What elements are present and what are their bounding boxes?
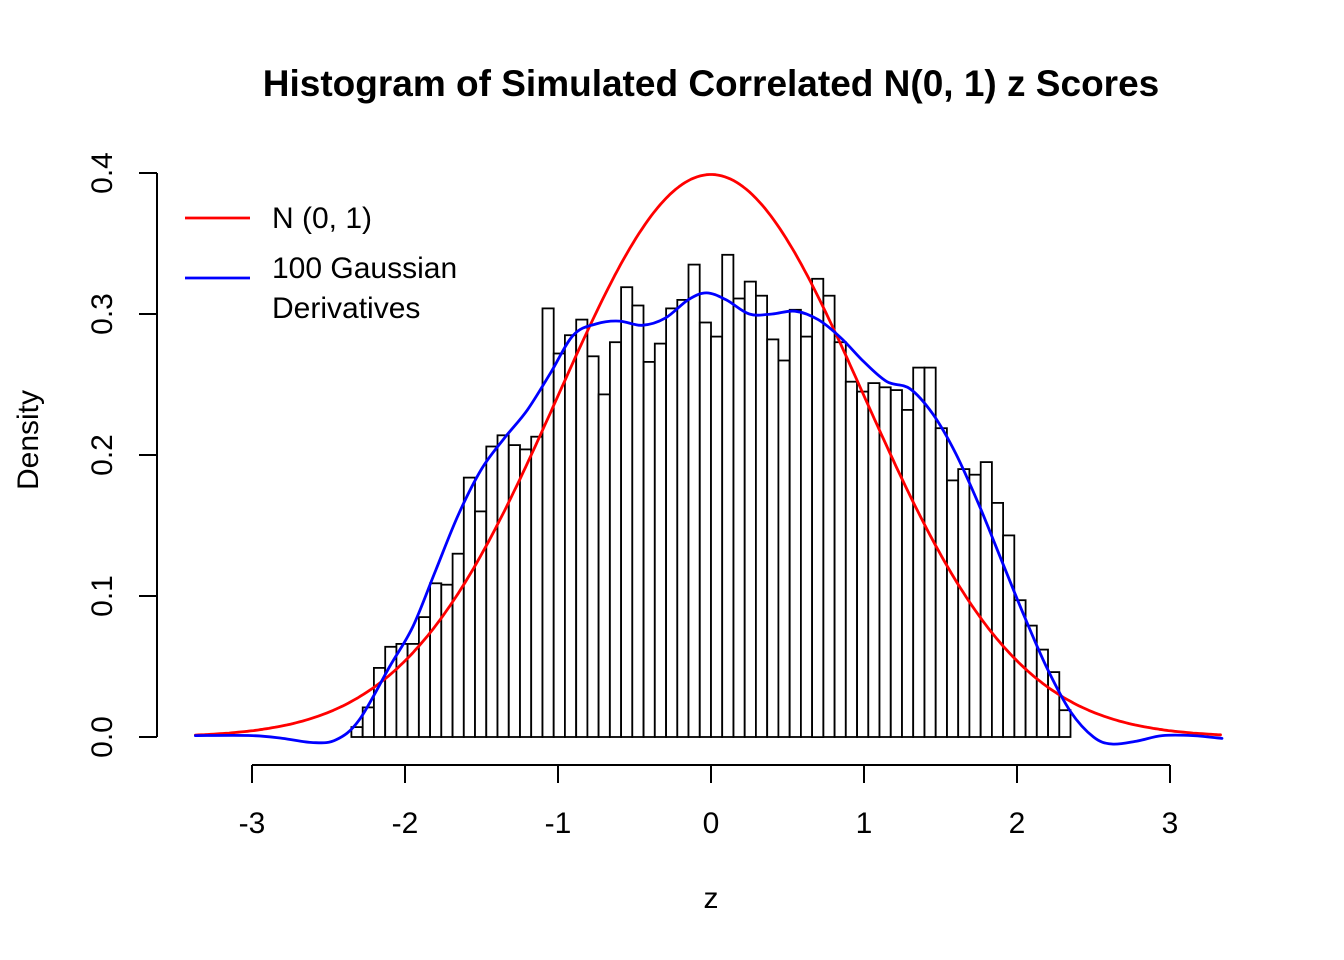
legend: N (0, 1) 100 Gaussian Derivatives [185,202,457,325]
histogram-bar [665,307,679,738]
legend-entry-label: N (0, 1) [272,202,372,235]
histogram-bar [653,342,667,738]
axes [139,172,1171,783]
x-axis-label: z [704,882,719,915]
y-tick-label: 0.1 [86,575,119,617]
x-tick-label: 3 [1162,807,1179,840]
histogram-bar [1058,709,1072,738]
histogram-bar [1047,671,1061,738]
histogram-bar [1035,648,1049,738]
histogram-bar [710,335,724,738]
histogram-bar [743,280,757,738]
y-axis-label: Density [12,390,45,490]
histogram-bar [451,552,465,738]
histogram-bar [912,366,926,738]
histogram-bar [822,294,836,738]
x-tick-label: -1 [545,807,572,840]
histogram-bar [631,304,645,738]
x-tick-label: 2 [1009,807,1026,840]
histogram-bar [642,360,656,738]
derivatives-curve [194,291,1224,746]
y-tick-label: 0.0 [86,716,119,758]
tick-labels: 0.0 0.1 0.2 0.3 0.4 -3 -2 -1 0 1 2 3 [86,152,1178,840]
histogram-bar [979,461,993,738]
histogram-bar [800,335,814,738]
legend-entry-label: 100 Gaussian [272,252,457,285]
histogram-bar [811,277,825,738]
histogram-bar [788,308,802,738]
histogram-bar [856,390,870,738]
histogram-bar [676,298,690,738]
histogram-bar [552,352,566,738]
histogram-bar [474,510,488,738]
x-tick-label: -2 [392,807,419,840]
histogram-bar [923,366,937,738]
x-tick-label: 1 [856,807,873,840]
histogram-bar [620,286,634,738]
histogram-bar [440,583,454,738]
normal-curve [193,173,1222,737]
histogram-bar [901,408,915,738]
histogram-bar [496,434,510,738]
histogram-bar [934,427,948,738]
histogram-bar [530,435,544,738]
density-curves [193,173,1224,746]
histogram-bar [609,341,623,738]
x-tick-label: -3 [239,807,266,840]
histogram-bar [721,253,735,738]
histogram-bar [957,468,971,738]
histogram-bar [597,393,611,738]
y-tick-label: 0.3 [86,293,119,335]
histogram-bar [777,359,791,738]
y-tick-label: 0.2 [86,434,119,476]
histogram-bar [429,582,443,738]
histogram-bars [350,253,1072,738]
histogram-bar [698,321,712,738]
y-tick-label: 0.4 [86,152,119,194]
histogram-bar [687,263,701,738]
histogram-bar [586,355,600,738]
legend-entry-label: Derivatives [272,292,420,325]
histogram-bar [732,297,746,738]
histogram-bar [519,448,533,738]
histogram-bar [844,380,858,738]
x-tick-label: 0 [703,807,720,840]
histogram-bar [889,389,903,738]
histogram-bar [564,334,578,738]
histogram-bar [946,479,960,738]
histogram-bar [766,338,780,738]
histogram-bar [395,643,409,738]
histogram-bar [833,341,847,738]
histogram-bar [755,294,769,738]
histogram-bar [485,445,499,738]
plot-title: Histogram of Simulated Correlated N(0, 1… [263,63,1159,104]
histogram-bar [462,476,476,738]
histogram-bar [867,382,881,738]
histogram-bar [575,318,589,738]
